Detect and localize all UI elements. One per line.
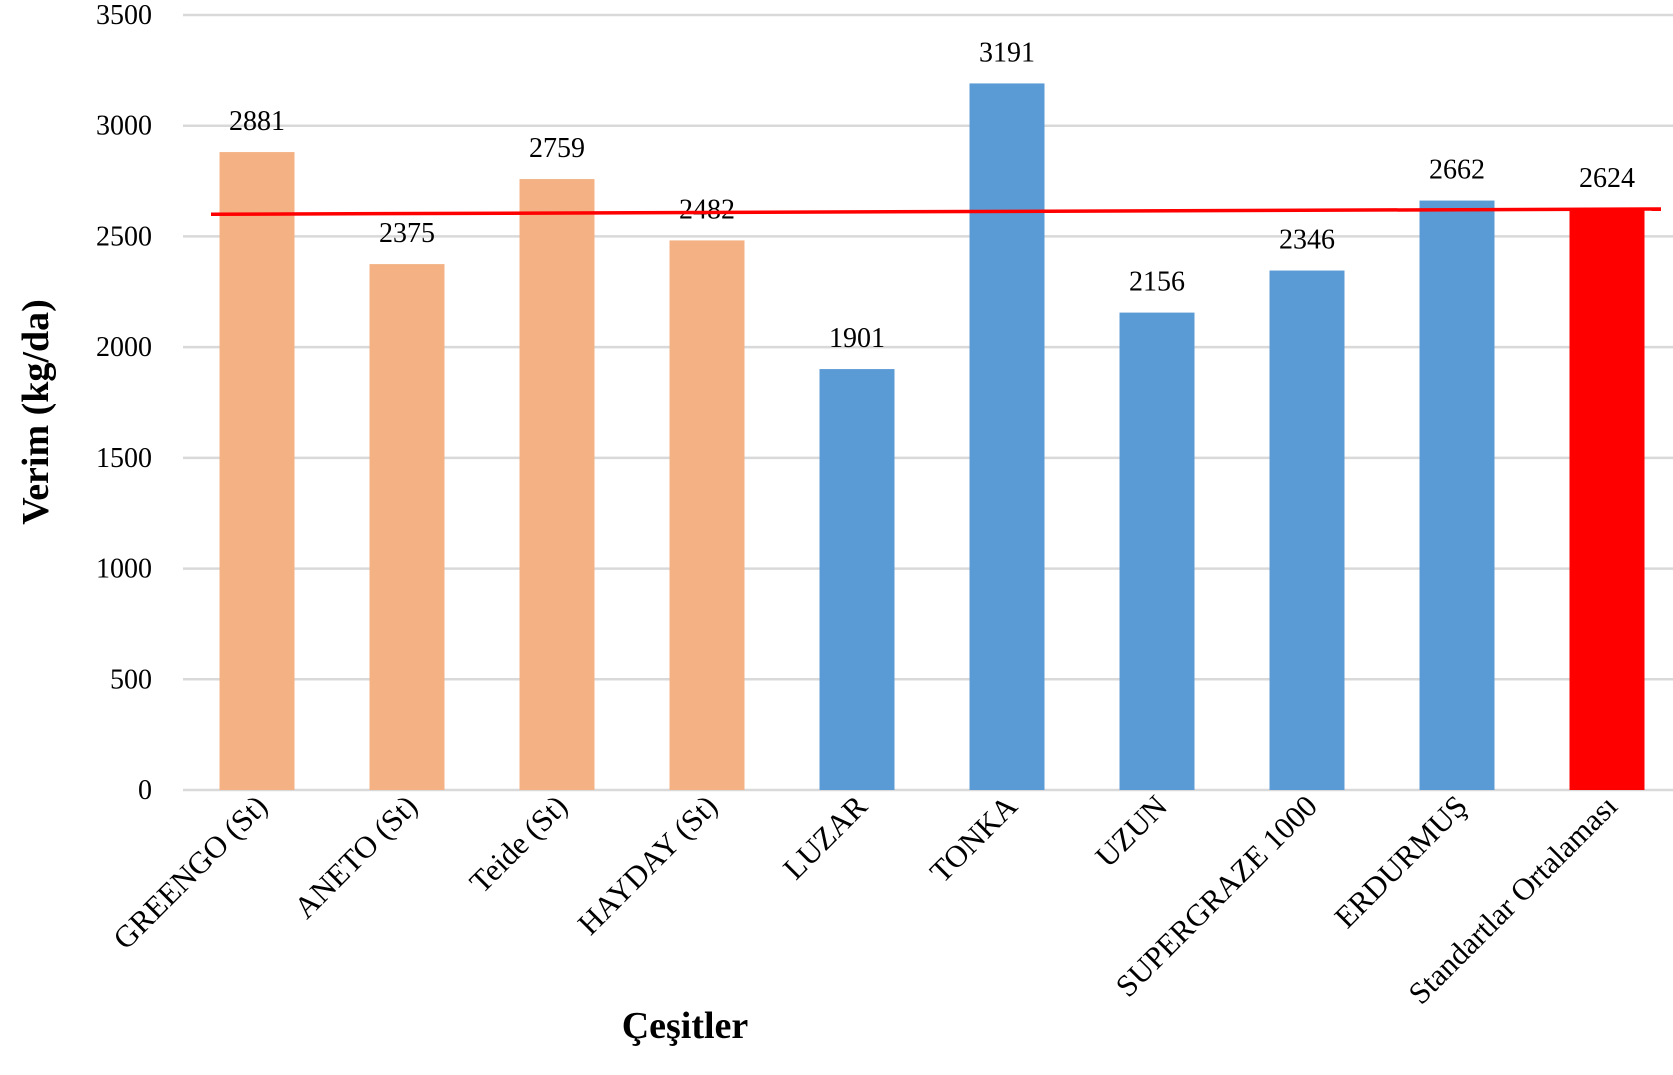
data-label-6: 3191 bbox=[979, 37, 1035, 68]
bar-10 bbox=[1569, 208, 1645, 790]
data-label-8: 2346 bbox=[1279, 225, 1335, 256]
bar-2 bbox=[369, 264, 445, 790]
x-axis-category-labels: GREENGO (St) ANETO (St) Teide (St)HAYDAY (… bbox=[106, 788, 1624, 1011]
bar-1 bbox=[219, 152, 295, 791]
y-tick-label-3500: 3500 bbox=[96, 0, 152, 31]
category-label-3: Teide (St) bbox=[462, 788, 573, 899]
reference-line-layer bbox=[210, 207, 1662, 217]
category-label-2: ANETO (St) bbox=[287, 788, 424, 925]
y-tick-label-500: 500 bbox=[110, 664, 152, 695]
y-tick-label-1500: 1500 bbox=[96, 443, 152, 474]
bars bbox=[219, 83, 1645, 791]
category-label-5: LUZAR bbox=[776, 788, 874, 886]
bar-8 bbox=[1269, 270, 1345, 790]
y-tick-label-1000: 1000 bbox=[96, 554, 152, 585]
bar-6 bbox=[969, 83, 1045, 790]
y-axis-title: Verim (kg/da) bbox=[15, 299, 57, 525]
data-label-5: 1901 bbox=[829, 323, 885, 354]
data-label-7: 2156 bbox=[1129, 267, 1185, 298]
bar-7 bbox=[1119, 312, 1195, 790]
category-label-4: HAYDAY (St) bbox=[571, 788, 724, 941]
bar-9 bbox=[1419, 200, 1495, 791]
y-axis-tick-labels: 0 500 1000 1500 2000 2500 3000 3500 bbox=[96, 0, 152, 806]
category-label-7: UZUN bbox=[1088, 788, 1174, 874]
data-label-2: 2375 bbox=[379, 218, 435, 249]
data-labels: 2881 2375 2759 2482 1901 3191 2156 2346 2662 2624 bbox=[229, 37, 1635, 354]
bar-4 bbox=[669, 240, 745, 790]
y-tick-label-3000: 3000 bbox=[96, 111, 152, 142]
y-tick-label-0: 0 bbox=[138, 775, 152, 806]
y-tick-label-2000: 2000 bbox=[96, 332, 152, 363]
category-label-1: GREENGO (St) bbox=[106, 788, 274, 956]
reference-line bbox=[210, 207, 1662, 217]
bar-5 bbox=[819, 369, 895, 790]
data-label-9: 2662 bbox=[1429, 155, 1485, 186]
bar-3 bbox=[519, 179, 595, 791]
category-label-9: ERDURMUŞ bbox=[1327, 788, 1474, 935]
data-label-4: 2482 bbox=[679, 194, 735, 225]
category-label-6: TONKA bbox=[923, 788, 1024, 889]
data-label-3: 2759 bbox=[529, 133, 585, 164]
x-axis-title: Çeşitler bbox=[622, 1005, 749, 1047]
data-label-10: 2624 bbox=[1579, 163, 1635, 194]
y-tick-label-2500: 2500 bbox=[96, 221, 152, 252]
data-label-1: 2881 bbox=[229, 106, 285, 137]
